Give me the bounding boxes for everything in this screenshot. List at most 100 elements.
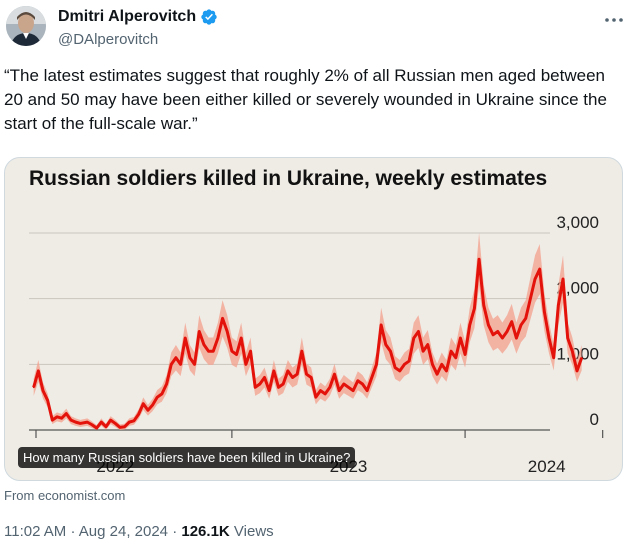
- data-point: [459, 337, 462, 339]
- data-point: [487, 324, 490, 326]
- data-point: [32, 386, 35, 389]
- data-point: [408, 360, 410, 362]
- data-point: [482, 304, 485, 307]
- data-point: [105, 425, 107, 428]
- data-point: [193, 363, 196, 366]
- x-tick-label: 2024: [528, 457, 566, 476]
- data-point: [37, 370, 40, 372]
- data-point: [515, 337, 518, 339]
- data-point: [333, 373, 336, 375]
- data-point: [56, 416, 58, 418]
- tweet-date[interactable]: Aug 24, 2024: [78, 523, 169, 540]
- data-point: [571, 350, 574, 352]
- y-tick-label: 3,000: [556, 213, 599, 232]
- data-point: [151, 404, 154, 406]
- data-point: [109, 419, 112, 421]
- data-point: [114, 422, 117, 425]
- data-point: [389, 350, 392, 352]
- data-point: [538, 268, 541, 270]
- data-point: [249, 350, 252, 352]
- chart-title: Russian soldiers killed in Ukraine, week…: [29, 167, 547, 190]
- series-line: [32, 257, 584, 430]
- data-point: [203, 343, 205, 346]
- y-tick-label: 2,000: [556, 279, 599, 298]
- data-point: [133, 420, 135, 422]
- data-point: [361, 383, 364, 385]
- data-point: [445, 370, 448, 372]
- data-point: [431, 363, 434, 366]
- data-point: [366, 389, 368, 392]
- data-point: [217, 337, 219, 339]
- data-point: [91, 423, 93, 426]
- data-point: [478, 258, 480, 261]
- data-point: [95, 427, 98, 429]
- avatar[interactable]: [6, 6, 46, 46]
- views-label: Views: [233, 523, 274, 540]
- data-point: [319, 389, 322, 392]
- data-point: [189, 356, 191, 359]
- data-point: [123, 425, 126, 428]
- data-point: [576, 370, 578, 372]
- alt-text-badge[interactable]: How many Russian soldiers have been kill…: [18, 447, 356, 468]
- data-point: [184, 337, 187, 339]
- link-source[interactable]: From economist.com: [4, 488, 126, 503]
- data-point: [464, 353, 466, 356]
- data-point: [231, 350, 233, 352]
- data-point: [384, 343, 387, 346]
- data-point: [296, 373, 298, 375]
- data-point: [259, 383, 261, 385]
- data-point: [165, 383, 168, 385]
- data-point: [277, 386, 280, 389]
- data-point: [79, 422, 82, 425]
- data-point: [324, 393, 326, 395]
- data-point: [501, 337, 504, 339]
- data-point: [440, 363, 443, 366]
- avatar-image: [6, 6, 46, 46]
- data-point: [529, 297, 532, 300]
- tweet-time[interactable]: 11:02 AM: [4, 523, 67, 540]
- more-options-icon[interactable]: [602, 10, 626, 30]
- data-point: [42, 389, 44, 392]
- y-tick-label: 1,000: [556, 344, 599, 363]
- author-handle[interactable]: @DAlperovitch: [58, 31, 159, 48]
- data-point: [580, 356, 583, 359]
- data-point: [273, 370, 275, 372]
- data-point: [417, 330, 420, 333]
- data-point: [468, 324, 471, 326]
- data-point: [263, 376, 266, 379]
- data-point: [65, 412, 68, 415]
- data-point: [254, 386, 257, 389]
- author-name-row: Dmitri Alperovitch: [58, 8, 218, 26]
- views-count: 126.1K: [181, 523, 230, 540]
- data-point: [161, 393, 163, 395]
- data-point: [315, 396, 317, 398]
- data-point: [51, 419, 54, 421]
- data-point: [86, 421, 89, 423]
- data-point: [552, 356, 555, 359]
- data-point: [100, 421, 103, 423]
- data-point: [403, 363, 406, 366]
- tweet-text: “The latest estimates suggest that rough…: [4, 66, 607, 133]
- data-point: [301, 350, 303, 352]
- data-point: [520, 324, 522, 326]
- data-point: [268, 389, 270, 392]
- author-name[interactable]: Dmitri Alperovitch: [58, 8, 197, 25]
- data-point: [119, 426, 121, 429]
- verified-badge-icon: [201, 9, 217, 25]
- data-point: [305, 373, 308, 375]
- data-point: [562, 278, 564, 280]
- data-point: [371, 376, 373, 379]
- uncertainty-band: [33, 232, 582, 430]
- data-point: [46, 399, 49, 402]
- data-point: [226, 330, 229, 333]
- data-point: [394, 366, 396, 369]
- data-point: [375, 363, 378, 366]
- data-point: [492, 333, 494, 336]
- data-point: [412, 337, 415, 339]
- data-point: [240, 337, 243, 339]
- data-point: [70, 419, 72, 421]
- chart: Russian soldiers killed in Ukraine, week…: [29, 167, 604, 476]
- chart-image-card[interactable]: Russian soldiers killed in Ukraine, week…: [4, 157, 623, 481]
- data-point: [510, 320, 513, 323]
- y-tick-label: 0: [590, 410, 599, 429]
